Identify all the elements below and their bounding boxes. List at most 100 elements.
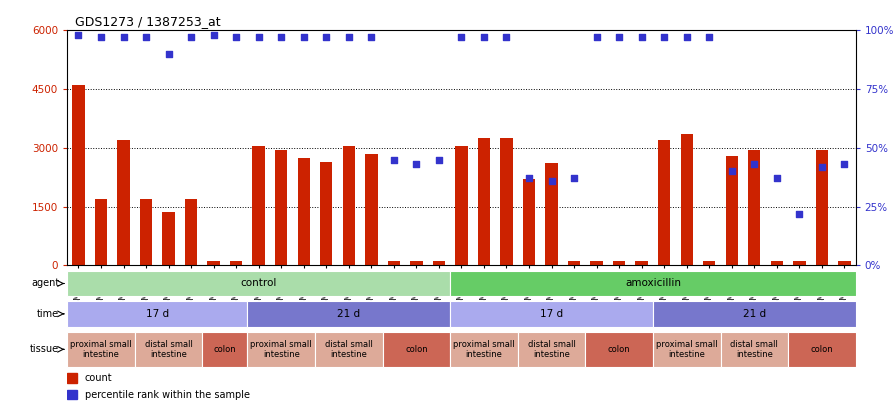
Point	[837, 161, 851, 168]
Bar	[613, 261, 625, 265]
Text: distal small
intestine: distal small intestine	[528, 340, 575, 359]
Bar	[455, 146, 468, 265]
Bar	[67, 301, 247, 326]
Bar	[450, 271, 856, 296]
Point	[229, 34, 244, 40]
Point	[521, 175, 536, 181]
Bar	[635, 261, 648, 265]
Point	[679, 34, 694, 40]
Text: distal small
intestine: distal small intestine	[730, 340, 779, 359]
Bar	[67, 390, 77, 399]
Text: 21 d: 21 d	[743, 309, 766, 319]
Point	[634, 34, 649, 40]
Bar	[208, 261, 220, 265]
Point	[116, 34, 131, 40]
Bar	[703, 261, 715, 265]
Point	[139, 34, 153, 40]
Bar	[771, 261, 783, 265]
Bar	[342, 146, 355, 265]
Point	[161, 51, 176, 57]
Bar	[590, 261, 603, 265]
Text: proximal small
intestine: proximal small intestine	[656, 340, 718, 359]
Bar	[653, 332, 720, 367]
Point	[545, 177, 559, 184]
Point	[341, 34, 356, 40]
Text: colon: colon	[607, 345, 631, 354]
Text: proximal small
intestine: proximal small intestine	[70, 340, 132, 359]
Bar	[518, 332, 585, 367]
Bar	[247, 332, 315, 367]
Bar	[793, 261, 806, 265]
Bar	[815, 150, 828, 265]
Text: colon: colon	[405, 345, 427, 354]
Point	[432, 156, 446, 163]
Text: colon: colon	[811, 345, 833, 354]
Point	[725, 168, 739, 175]
Bar	[546, 164, 557, 265]
Bar	[73, 85, 84, 265]
Bar	[253, 146, 265, 265]
Bar	[140, 199, 152, 265]
Point	[387, 156, 401, 163]
Point	[747, 161, 762, 168]
Point	[274, 34, 289, 40]
Text: distal small
intestine: distal small intestine	[325, 340, 373, 359]
Point	[814, 163, 829, 170]
Text: proximal small
intestine: proximal small intestine	[453, 340, 515, 359]
Text: amoxicillin: amoxicillin	[625, 279, 681, 288]
Point	[499, 34, 513, 40]
Point	[206, 32, 220, 38]
Point	[454, 34, 469, 40]
Bar	[410, 261, 423, 265]
Point	[72, 32, 86, 38]
Text: agent: agent	[31, 279, 59, 288]
Bar	[67, 332, 134, 367]
Point	[702, 34, 717, 40]
Bar	[585, 332, 653, 367]
Bar	[748, 150, 761, 265]
Bar	[315, 332, 383, 367]
Bar	[568, 261, 581, 265]
Text: count: count	[84, 373, 112, 383]
Point	[94, 34, 108, 40]
Text: percentile rank within the sample: percentile rank within the sample	[84, 390, 250, 400]
Point	[657, 34, 671, 40]
Bar	[500, 138, 513, 265]
Text: GDS1273 / 1387253_at: GDS1273 / 1387253_at	[75, 15, 220, 28]
Bar	[726, 156, 738, 265]
Bar	[320, 162, 332, 265]
Bar	[653, 301, 856, 326]
Text: 17 d: 17 d	[540, 309, 563, 319]
Bar	[839, 261, 850, 265]
Bar	[388, 261, 400, 265]
Text: time: time	[38, 309, 59, 319]
Bar	[450, 301, 653, 326]
Bar	[95, 199, 108, 265]
Text: distal small
intestine: distal small intestine	[144, 340, 193, 359]
Text: 21 d: 21 d	[337, 309, 360, 319]
Bar	[67, 373, 77, 383]
Bar	[297, 158, 310, 265]
Point	[184, 34, 198, 40]
Bar	[433, 261, 445, 265]
Bar	[383, 332, 450, 367]
Bar	[450, 332, 518, 367]
Bar	[478, 138, 490, 265]
Text: control: control	[240, 279, 277, 288]
Point	[792, 210, 806, 217]
Point	[252, 34, 266, 40]
Point	[590, 34, 604, 40]
Point	[612, 34, 626, 40]
Text: 17 d: 17 d	[146, 309, 168, 319]
Bar	[247, 301, 450, 326]
Bar	[185, 199, 197, 265]
Point	[770, 175, 784, 181]
Point	[297, 34, 311, 40]
Bar	[720, 332, 788, 367]
Point	[319, 34, 333, 40]
Bar	[117, 140, 130, 265]
Bar	[788, 332, 856, 367]
Bar	[230, 261, 242, 265]
Text: tissue: tissue	[30, 344, 59, 354]
Point	[364, 34, 378, 40]
